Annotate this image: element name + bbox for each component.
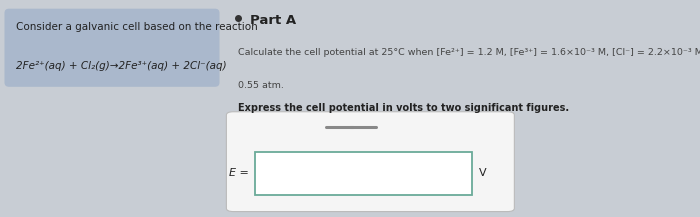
- Text: 0.55 atm.: 0.55 atm.: [238, 81, 284, 90]
- FancyBboxPatch shape: [226, 112, 514, 212]
- Text: E =: E =: [229, 168, 248, 178]
- Text: 2Fe²⁺(aq) + Cl₂(g)→2Fe³⁺(aq) + 2Cl⁻(aq): 2Fe²⁺(aq) + Cl₂(g)→2Fe³⁺(aq) + 2Cl⁻(aq): [15, 61, 226, 71]
- Text: Express the cell potential in volts to two significant figures.: Express the cell potential in volts to t…: [238, 103, 569, 113]
- Text: Part A: Part A: [250, 14, 296, 27]
- Bar: [255, 152, 472, 195]
- Text: Consider a galvanic cell based on the reaction: Consider a galvanic cell based on the re…: [15, 22, 258, 32]
- Text: Calculate the cell potential at 25°C when [Fe²⁺] = 1.2 M, [Fe³⁺] = 1.6×10⁻³ M, [: Calculate the cell potential at 25°C whe…: [238, 48, 700, 57]
- Text: V: V: [479, 168, 486, 178]
- FancyBboxPatch shape: [4, 9, 220, 87]
